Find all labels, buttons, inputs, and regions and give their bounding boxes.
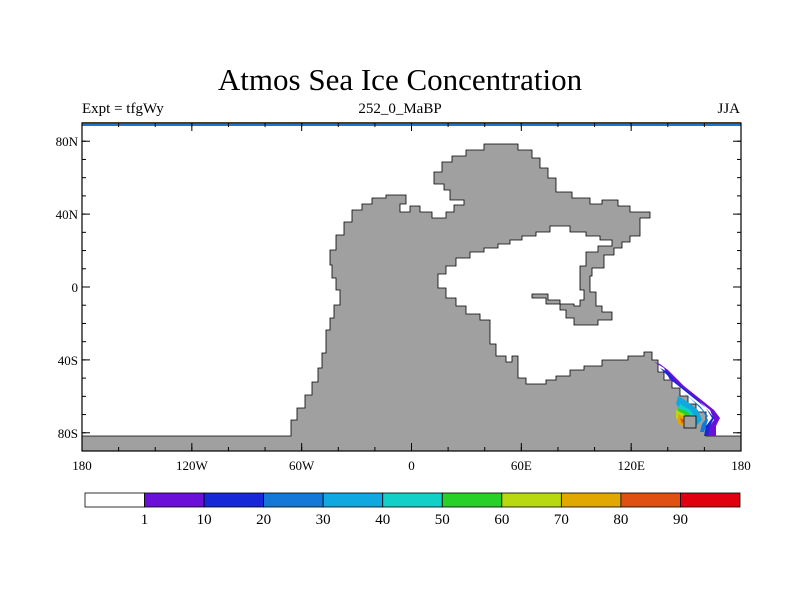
ice-contour-20 (680, 390, 708, 432)
map-title: Atmos Sea Ice Concentration (217, 62, 583, 97)
y-tick-label: 80S (58, 426, 78, 441)
sea-ice-patch (654, 362, 720, 436)
land-pangaea (81, 143, 742, 452)
colorbar-label: 60 (494, 512, 509, 528)
colorbar-label: 10 (197, 512, 212, 528)
colorbar-label: 50 (435, 512, 450, 528)
y-tick-label: 0 (72, 280, 79, 295)
y-tick-label: 40S (58, 353, 78, 368)
map-panel: 180 120W 60W 0 60E 120E 180 80N 40N 0 40S 80S (56, 122, 751, 473)
x-tick-label: 120W (176, 458, 209, 473)
colorbar-swatch (84, 492, 145, 508)
colorbar-label: 1 (141, 512, 149, 528)
period-label: 252_0_MaBP (358, 101, 442, 117)
ice-contour-90 (680, 418, 684, 424)
x-tick-label: 0 (408, 458, 415, 473)
y-tick-label: 40N (56, 207, 79, 222)
colorbar-swatch (203, 492, 265, 508)
colorbar: 1 10 20 30 40 50 60 70 80 90 (84, 492, 741, 528)
ice-contour-1 (654, 362, 720, 436)
x-tick-label: 180 (731, 458, 751, 473)
ice-contour-10 (660, 368, 714, 436)
colorbar-swatch (263, 492, 324, 508)
colorbar-swatch (322, 492, 384, 508)
colorbar-label: 90 (673, 512, 688, 528)
colorbar-swatch (680, 492, 741, 508)
x-tick-label: 120E (617, 458, 645, 473)
colorbar-swatch (144, 492, 205, 508)
colorbar-label: 30 (316, 512, 331, 528)
axis-ticks: 180 120W 60W 0 60E 120E 180 80N 40N 0 40S 80S (56, 122, 751, 473)
colorbar-label: 40 (375, 512, 390, 528)
colorbar-swatch (441, 492, 503, 508)
x-tick-label: 60W (289, 458, 315, 473)
colorbar-swatch (560, 492, 622, 508)
colorbar-swatch (382, 492, 443, 508)
y-tick-label: 80N (56, 134, 79, 149)
colorbar-label: 80 (613, 512, 628, 528)
colorbar-label: 20 (256, 512, 271, 528)
ice-land-block (683, 415, 697, 429)
x-tick-label: 60E (511, 458, 532, 473)
experiment-label: Expt = tfgWy (82, 101, 164, 117)
x-tick-label: 180 (72, 458, 92, 473)
colorbar-swatch (501, 492, 562, 508)
season-label: JJA (717, 101, 740, 117)
colorbar-swatch (620, 492, 681, 508)
colorbar-label: 70 (554, 512, 569, 528)
